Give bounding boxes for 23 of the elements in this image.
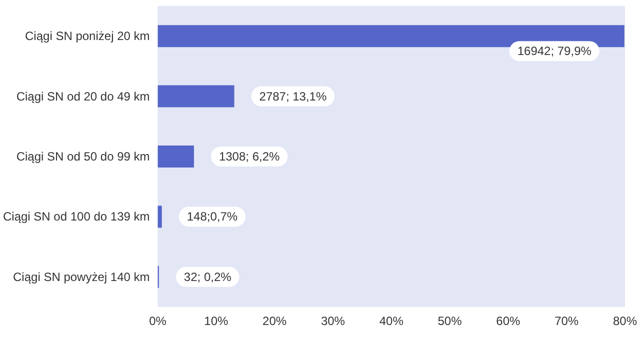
y-tick-label: Ciągi SN od 20 do 49 km [16, 89, 150, 104]
x-tick-label: 60% [496, 314, 521, 328]
y-tick-label: Ciągi SN powyżej 140 km [13, 270, 150, 284]
data-label: 16942; 79,9% [517, 44, 592, 58]
x-tick-label: 30% [320, 314, 346, 328]
x-tick-label: 50% [438, 314, 462, 328]
data-label: 148;0,7% [186, 210, 238, 224]
x-tick-label: 0% [149, 314, 167, 328]
y-tick-label: Ciągi SN od 50 do 99 km [16, 150, 150, 164]
y-tick-label: Ciągi SN od 100 do 139 km [2, 210, 150, 224]
data-label: 2787; 13,1% [259, 89, 327, 104]
bar [158, 25, 624, 48]
x-tick-label: 40% [379, 314, 404, 328]
x-tick-label: 20% [262, 314, 287, 328]
bar [158, 85, 234, 108]
data-label: 32; 0,2% [184, 270, 232, 284]
x-tick-label: 70% [554, 314, 579, 328]
bar [158, 146, 194, 168]
bar [158, 206, 162, 228]
x-tick-label: 10% [204, 314, 228, 328]
data-label: 1308; 6,2% [218, 150, 280, 164]
x-tick-label: 80% [612, 314, 638, 328]
y-tick-label: Ciągi SN poniżej 20 km [25, 29, 150, 44]
